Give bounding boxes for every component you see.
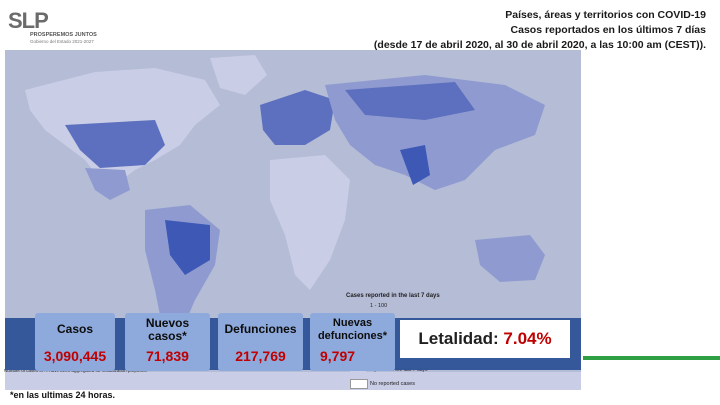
slide-header: Países, áreas y territorios con COVID-19… bbox=[374, 8, 706, 53]
map-legend-no-cases: No reported cases bbox=[370, 381, 415, 387]
greenland-landmass bbox=[210, 55, 267, 95]
stat-deaths: Defunciones 217,769 bbox=[218, 313, 303, 371]
united-states-region bbox=[65, 120, 165, 168]
map-legend-title: Cases reported in the last 7 days bbox=[346, 293, 440, 299]
header-date-range: (desde 17 de abril 2020, al 30 de abril … bbox=[373, 39, 706, 51]
header-title: Países, áreas y territorios con COVID-19 bbox=[505, 9, 706, 21]
stat-cases: Casos 3,090,445 bbox=[35, 313, 115, 371]
stat-new-deaths: Nuevas defunciones* 9,797 bbox=[310, 313, 395, 371]
map-legend-partial: reported in the last 7 days bbox=[370, 367, 428, 373]
stat-new-cases: Nuevos casos* 71,839 bbox=[125, 313, 210, 371]
russia-region bbox=[345, 82, 475, 120]
stat-new-cases-value: 71,839 bbox=[146, 348, 189, 364]
brazil-region bbox=[165, 220, 210, 275]
stat-new-cases-label: Nuevos casos* bbox=[145, 316, 190, 343]
stat-deaths-value: 217,769 bbox=[235, 348, 286, 364]
logo-government: Gobierno del Estado 2021-2027 bbox=[30, 39, 94, 44]
footnote: *en las ultimas 24 horas. bbox=[10, 390, 116, 400]
africa-landmass bbox=[270, 155, 350, 290]
lethality-label: Letalidad: bbox=[418, 329, 504, 348]
antarctica-landmass bbox=[5, 372, 581, 390]
stat-cases-label: Casos bbox=[56, 322, 94, 336]
logo: SLP PROSPEREMOS JUNTOS Gobierno del Esta… bbox=[8, 8, 118, 48]
stat-deaths-label: Defunciones bbox=[224, 322, 297, 336]
india-region bbox=[400, 145, 430, 185]
europe-landmass bbox=[260, 90, 335, 145]
logo-wordmark: SLP bbox=[8, 8, 49, 33]
stat-new-deaths-value: 9,797 bbox=[320, 348, 356, 364]
lethality-value: 7.04% bbox=[503, 329, 552, 348]
stat-lethality: Letalidad: 7.04% bbox=[400, 320, 570, 358]
australia-landmass bbox=[475, 235, 545, 282]
logo-tagline: PROSPEREMOS JUNTOS bbox=[30, 32, 97, 38]
mexico-region bbox=[85, 168, 130, 200]
header-subtitle: Casos reportados en los últimos 7 días bbox=[510, 24, 706, 36]
map-legend-first-bin: 1 - 100 bbox=[370, 303, 388, 309]
stat-cases-value: 3,090,445 bbox=[43, 348, 107, 364]
lethality-line: Letalidad: 7.04% bbox=[400, 329, 570, 349]
stat-new-deaths-label: Nuevas defunciones* bbox=[317, 317, 388, 342]
map-legend-swatch-none bbox=[350, 379, 368, 389]
decorative-green-line bbox=[583, 356, 720, 360]
